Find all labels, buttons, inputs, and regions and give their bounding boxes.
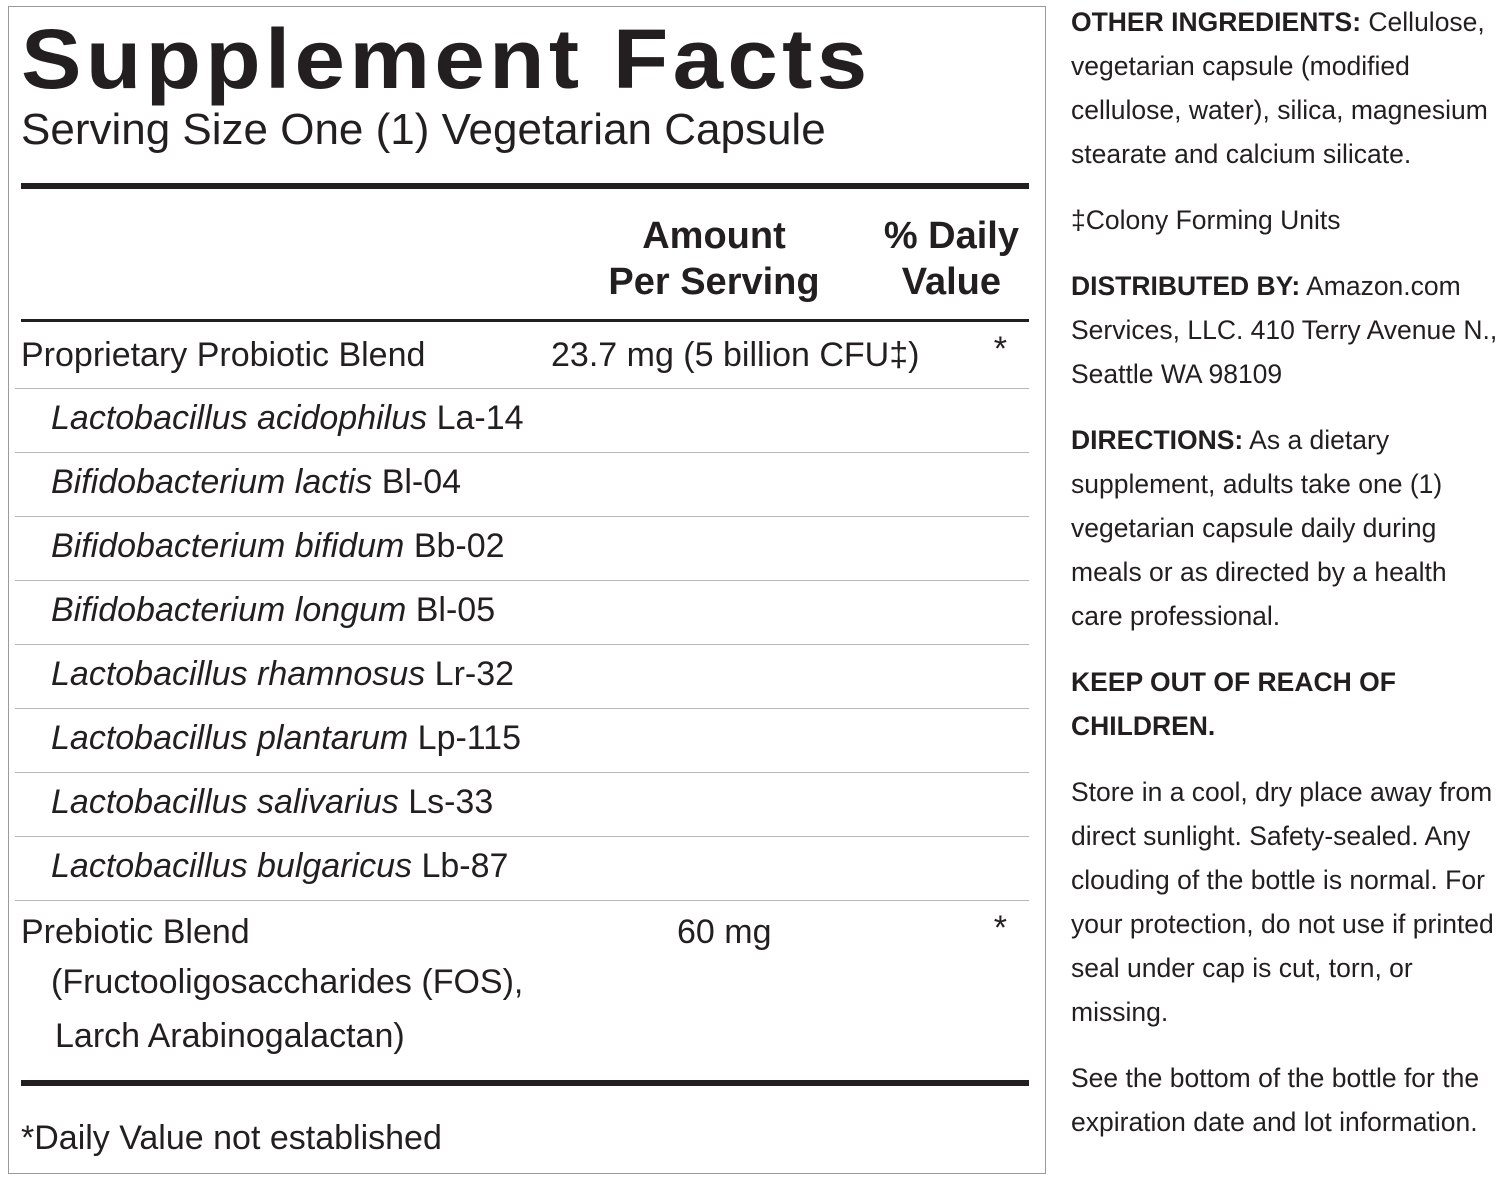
prebiotic-row: Prebiotic Blend (Fructooligosaccharides … xyxy=(15,901,1029,1076)
facts-title: Supplement Facts xyxy=(21,12,872,106)
side-paragraph: See the bottom of the bottle for the exp… xyxy=(1071,1056,1499,1144)
side-paragraph: ‡Colony Forming Units xyxy=(1071,198,1499,242)
side-paragraph: OTHER INGREDIENTS: Cellulose, vegetarian… xyxy=(1071,0,1499,176)
strain-row: Bifidobacterium longum Bl-05 xyxy=(15,581,1029,645)
species: Lactobacillus acidophilus xyxy=(51,399,428,437)
blend-dv: * xyxy=(993,330,1007,368)
strain-row: Lactobacillus acidophilus La-14 xyxy=(15,389,1029,453)
side-label: OTHER INGREDIENTS: xyxy=(1071,7,1362,37)
side-paragraph: DISTRIBUTED BY: Amazon.com Services, LLC… xyxy=(1071,264,1499,396)
header-line: Amount xyxy=(642,215,786,257)
strain-code: Ls-33 xyxy=(408,783,494,821)
strain-code: Lp-115 xyxy=(417,719,522,757)
side-text: ‡Colony Forming Units xyxy=(1071,205,1341,235)
species: Lactobacillus plantarum xyxy=(51,719,409,757)
prebiotic-detail: (Fructooligosaccharides (FOS), xyxy=(51,963,524,1001)
side-label: DIRECTIONS: xyxy=(1071,425,1244,455)
footnote: *Daily Value not established xyxy=(21,1119,442,1157)
strain-row: Lactobacillus bulgaricus Lb-87 xyxy=(15,837,1029,901)
blend-amount: 23.7 mg (5 billion CFU‡) xyxy=(551,336,920,374)
strain-code: Lb-87 xyxy=(421,847,509,885)
header-line: Per Serving xyxy=(608,261,820,303)
species: Bifidobacterium longum xyxy=(51,591,407,629)
strain-text: Bifidobacterium bifidum Bb-02 xyxy=(51,527,505,566)
strain-text: Bifidobacterium lactis Bl-04 xyxy=(51,463,461,502)
strain-code: Bl-05 xyxy=(415,591,496,629)
prebiotic-amount: 60 mg xyxy=(677,913,772,951)
prebiotic-dv: * xyxy=(993,909,1007,947)
side-text: Amazon.com Services, LLC. 410 Terry Aven… xyxy=(1071,271,1498,389)
side-paragraph: KEEP OUT OF REACH OF CHILDREN. xyxy=(1071,660,1499,748)
rule xyxy=(21,1080,1029,1086)
strain-text: Lactobacillus acidophilus La-14 xyxy=(51,399,524,438)
prebiotic-name: Prebiotic Blend xyxy=(21,913,250,951)
amount-header: Amount Per Serving xyxy=(569,213,859,305)
blend-name: Proprietary Probiotic Blend xyxy=(21,336,426,374)
species: Lactobacillus salivarius xyxy=(51,783,399,821)
facts-panel: Supplement Facts Serving Size One (1) Ve… xyxy=(8,6,1046,1174)
side-panel: OTHER INGREDIENTS: Cellulose, vegetarian… xyxy=(1071,0,1499,1166)
serving-size: Serving Size One (1) Vegetarian Capsule xyxy=(21,105,826,154)
strain-row: Lactobacillus rhamnosus Lr-32 xyxy=(15,645,1029,709)
side-label: KEEP OUT OF REACH OF CHILDREN. xyxy=(1071,667,1396,741)
strain-code: La-14 xyxy=(436,399,524,437)
species: Bifidobacterium lactis xyxy=(51,463,373,501)
side-paragraph: DIRECTIONS: As a dietary supplement, adu… xyxy=(1071,418,1499,638)
side-paragraph: Store in a cool, dry place away from dir… xyxy=(1071,770,1499,1034)
strain-text: Lactobacillus bulgaricus Lb-87 xyxy=(51,847,508,886)
blend-row: Proprietary Probiotic Blend 23.7 mg (5 b… xyxy=(15,322,1029,389)
prebiotic-detail: Larch Arabinogalactan) xyxy=(55,1017,405,1055)
strain-row: Lactobacillus salivarius Ls-33 xyxy=(15,773,1029,837)
rule xyxy=(21,183,1029,189)
side-label: DISTRIBUTED BY: xyxy=(1071,271,1301,301)
dv-header: % Daily Value xyxy=(884,213,1019,305)
species: Bifidobacterium bifidum xyxy=(51,527,405,565)
strain-text: Lactobacillus plantarum Lp-115 xyxy=(51,719,521,758)
strain-row: Bifidobacterium bifidum Bb-02 xyxy=(15,517,1029,581)
strain-code: Bl-04 xyxy=(381,463,462,501)
side-text: As a dietary supplement, adults take one… xyxy=(1071,425,1447,631)
strain-text: Bifidobacterium longum Bl-05 xyxy=(51,591,495,630)
strain-row: Bifidobacterium lactis Bl-04 xyxy=(15,453,1029,517)
strain-code: Bb-02 xyxy=(413,527,505,565)
strain-code: Lr-32 xyxy=(434,655,515,693)
header-line: Value xyxy=(901,261,1001,303)
strain-text: Lactobacillus rhamnosus Lr-32 xyxy=(51,655,514,694)
side-text: See the bottom of the bottle for the exp… xyxy=(1071,1063,1480,1137)
strain-text: Lactobacillus salivarius Ls-33 xyxy=(51,783,493,822)
species: Lactobacillus rhamnosus xyxy=(51,655,426,693)
strain-row: Lactobacillus plantarum Lp-115 xyxy=(15,709,1029,773)
header-line: % Daily xyxy=(883,215,1019,257)
species: Lactobacillus bulgaricus xyxy=(51,847,412,885)
side-text: Cellulose, vegetarian capsule (modified … xyxy=(1071,7,1488,169)
side-text: Store in a cool, dry place away from dir… xyxy=(1071,777,1494,1027)
rule xyxy=(21,319,1029,322)
